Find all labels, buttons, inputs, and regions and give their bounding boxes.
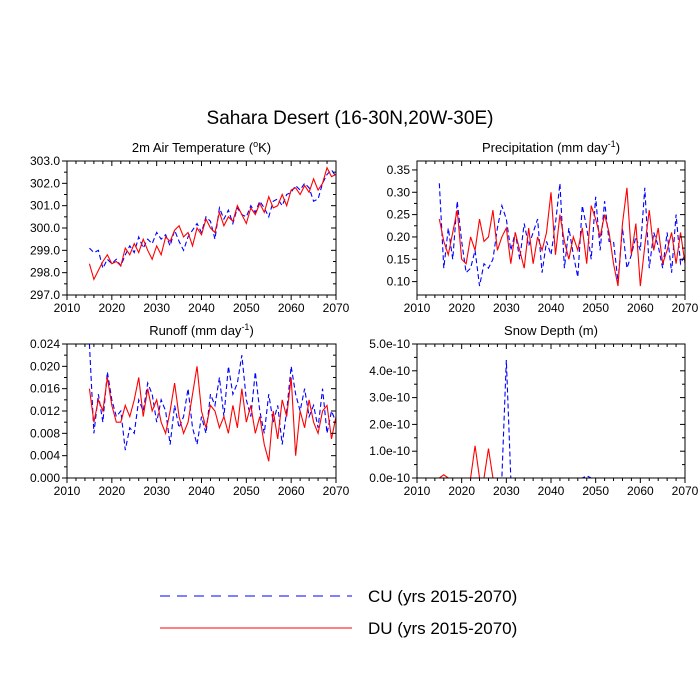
y-tick-label: 297.0 [30, 288, 60, 302]
y-tick-label: 300.0 [30, 221, 60, 235]
x-tick-label: 2010 [54, 484, 81, 498]
panels: 2m Air Temperature (oK) 2010 2020 2030 2040 2… [30, 139, 699, 498]
x-tick-label: 2060 [278, 301, 305, 315]
x-tick-label: 2040 [188, 301, 215, 315]
du-series-line [88, 166, 336, 281]
y-tick-label: 0.20 [387, 230, 411, 244]
panel-title: Precipitation (mm day-1) [482, 139, 620, 155]
x-tick-label: 2030 [493, 484, 520, 498]
legend-du-label: DU (yrs 2015-2070) [368, 619, 517, 638]
y-tick-label: 0.004 [30, 449, 60, 463]
x-tick-label: 2060 [627, 301, 654, 315]
x-tick-label: 2050 [582, 484, 609, 498]
y-tick-label: 0.15 [387, 252, 411, 266]
du-series-line [439, 445, 685, 478]
x-tick-label: 2070 [323, 301, 350, 315]
plot-frame [416, 160, 686, 296]
cu-series-line [438, 183, 685, 287]
y-tick-label: 0.024 [30, 337, 60, 351]
y-tick-label: 2.0e-10 [369, 417, 410, 431]
x-tick-label: 2070 [672, 301, 699, 315]
du-series-line [438, 187, 685, 287]
x-tick-label: 2070 [672, 484, 699, 498]
y-tick-label: 0.000 [30, 471, 60, 485]
x-tick-label: 2060 [278, 484, 305, 498]
runoff-panel: Runoff (mm day-1) 2010 2020 2030 2040 2050 206… [30, 322, 350, 498]
y-tick-label: 299.0 [30, 243, 60, 257]
x-tick-label: 2050 [582, 301, 609, 315]
panel-title: Snow Depth (m) [504, 323, 598, 338]
y-tick-label: 3.0e-10 [369, 391, 410, 405]
x-tick-label: 2010 [404, 301, 431, 315]
snow-depth-panel: Snow Depth (m) 2010 2020 2030 2040 2050 2060 20… [369, 323, 698, 498]
y-tick-label: 0.016 [30, 382, 60, 396]
y-tick-label: 0.012 [30, 404, 60, 418]
y-tick-label: 0.0e-10 [369, 471, 410, 485]
cu-series-line [439, 360, 685, 478]
du-series-line [88, 366, 336, 462]
y-tick-label: 302.0 [30, 176, 60, 190]
x-tick-label: 2020 [448, 484, 475, 498]
x-tick-label: 2020 [98, 301, 125, 315]
cu-series-line [88, 344, 336, 451]
x-tick-label: 2010 [54, 301, 81, 315]
x-tick-label: 2050 [233, 301, 260, 315]
figure-title: Sahara Desert (16-30N,20W-30E) [207, 108, 494, 129]
temperature-panel: 2m Air Temperature (oK) 2010 2020 2030 2040 2… [30, 139, 350, 315]
y-tick-label: 298.0 [30, 266, 60, 280]
x-tick-label: 2040 [538, 484, 565, 498]
x-tick-label: 2030 [143, 484, 170, 498]
legend: CU (yrs 2015-2070) DU (yrs 2015-2070) [160, 587, 517, 638]
y-tick-label: 0.25 [387, 208, 411, 222]
y-tick-label: 4.0e-10 [369, 364, 410, 378]
x-tick-label: 2060 [627, 484, 654, 498]
y-tick-label: 301.0 [30, 199, 60, 213]
panel-title: Runoff (mm day-1) [149, 322, 254, 338]
y-tick-label: 1.0e-10 [369, 444, 410, 458]
y-tick-label: 303.0 [30, 154, 60, 168]
plot-frame [416, 343, 686, 479]
x-tick-label: 2040 [538, 301, 565, 315]
y-tick-label: 0.008 [30, 426, 60, 440]
cu-series-line [89, 169, 336, 270]
x-tick-label: 2020 [98, 484, 125, 498]
y-tick-label: 0.10 [387, 275, 411, 289]
y-tick-label: 0.30 [387, 185, 411, 199]
x-tick-label: 2010 [404, 484, 431, 498]
x-tick-label: 2070 [323, 484, 350, 498]
legend-cu-label: CU (yrs 2015-2070) [368, 587, 517, 606]
plot-frame [66, 160, 337, 296]
x-tick-label: 2040 [188, 484, 215, 498]
precipitation-panel: Precipitation (mm day-1) 2010 2020 2030 2040… [387, 139, 699, 315]
y-tick-label: 0.020 [30, 359, 60, 373]
x-tick-label: 2050 [233, 484, 260, 498]
x-tick-label: 2030 [493, 301, 520, 315]
x-tick-label: 2020 [448, 301, 475, 315]
x-tick-label: 2030 [143, 301, 170, 315]
panel-title: 2m Air Temperature (oK) [132, 139, 271, 155]
y-tick-label: 5.0e-10 [369, 337, 410, 351]
y-tick-label: 0.35 [387, 163, 411, 177]
